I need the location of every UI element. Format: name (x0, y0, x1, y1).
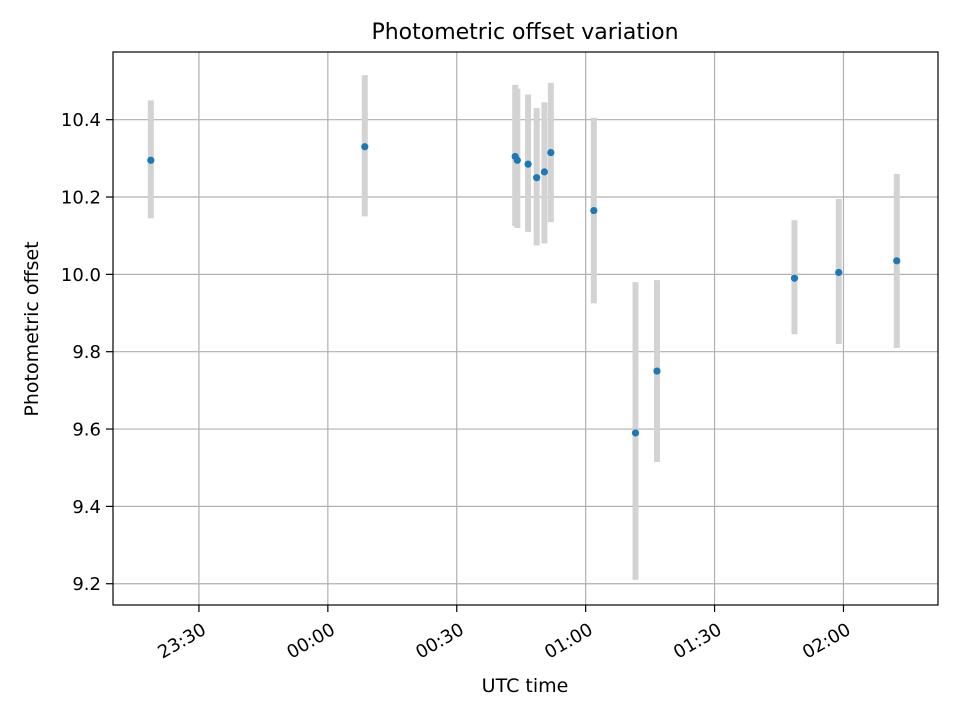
y-tick-label: 10.2 (61, 188, 101, 209)
data-point (835, 268, 843, 277)
data-point (524, 160, 532, 168)
data-point (513, 156, 521, 164)
y-tick-label: 9.4 (72, 497, 101, 518)
chart-title: Photometric offset variation (371, 20, 678, 45)
data-point (790, 274, 799, 282)
data-point (533, 174, 541, 182)
data-point (631, 429, 640, 437)
y-tick-label: 9.2 (72, 574, 101, 595)
data-point (147, 156, 155, 164)
data-point (590, 206, 598, 215)
data-point (540, 168, 549, 176)
data-point (653, 367, 661, 375)
y-tick-label: 9.8 (72, 342, 101, 363)
y-tick-label: 10.4 (61, 110, 101, 131)
plot-frame (112, 51, 939, 606)
x-axis-label: UTC time (482, 675, 569, 697)
y-tick-label: 9.6 (72, 420, 101, 441)
data-point (361, 143, 369, 151)
point-layer (147, 143, 901, 437)
y-tick-label: 10.0 (61, 265, 101, 286)
y-axis-label: Photometric offset (21, 241, 43, 416)
data-point (547, 148, 555, 157)
data-point (893, 257, 901, 265)
